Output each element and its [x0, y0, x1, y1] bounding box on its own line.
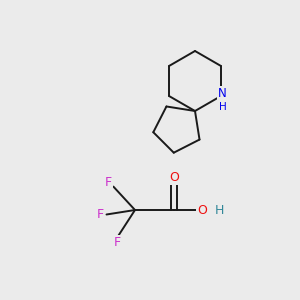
Text: O: O: [169, 171, 179, 184]
Text: F: F: [96, 208, 103, 221]
Text: N: N: [218, 87, 227, 100]
Text: H: H: [214, 203, 224, 217]
Text: O: O: [197, 203, 207, 217]
Text: F: F: [104, 176, 112, 190]
Text: F: F: [113, 236, 121, 249]
Text: H: H: [219, 102, 226, 112]
